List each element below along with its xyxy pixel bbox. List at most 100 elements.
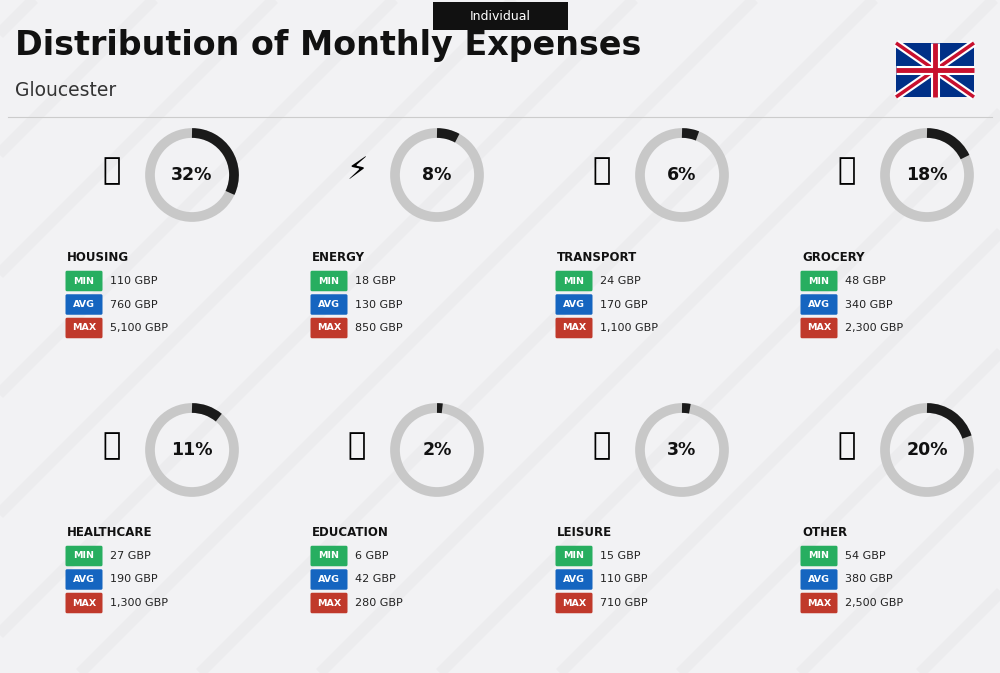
Text: AVG: AVG: [318, 575, 340, 584]
Text: AVG: AVG: [73, 300, 95, 309]
Text: Individual: Individual: [470, 9, 530, 22]
Text: Gloucester: Gloucester: [15, 81, 116, 100]
Text: Distribution of Monthly Expenses: Distribution of Monthly Expenses: [15, 30, 641, 63]
Text: 27 GBP: 27 GBP: [110, 551, 151, 561]
Text: 130 GBP: 130 GBP: [355, 299, 402, 310]
Text: 🏢: 🏢: [103, 157, 121, 186]
Text: 48 GBP: 48 GBP: [845, 276, 886, 286]
FancyBboxPatch shape: [556, 271, 593, 291]
Text: 2,500 GBP: 2,500 GBP: [845, 598, 903, 608]
FancyBboxPatch shape: [310, 546, 348, 566]
FancyBboxPatch shape: [556, 318, 593, 339]
Text: AVG: AVG: [563, 300, 585, 309]
Text: 2,300 GBP: 2,300 GBP: [845, 323, 903, 333]
FancyBboxPatch shape: [432, 2, 568, 30]
Text: AVG: AVG: [318, 300, 340, 309]
Text: ⚡: ⚡: [346, 157, 368, 186]
FancyBboxPatch shape: [800, 318, 837, 339]
Text: 190 GBP: 190 GBP: [110, 575, 158, 584]
Text: 🛒: 🛒: [838, 157, 856, 186]
Text: 2%: 2%: [422, 441, 452, 459]
Text: 💼: 💼: [838, 431, 856, 460]
Text: 5,100 GBP: 5,100 GBP: [110, 323, 168, 333]
FancyBboxPatch shape: [556, 593, 593, 613]
Text: 170 GBP: 170 GBP: [600, 299, 648, 310]
Text: HEALTHCARE: HEALTHCARE: [67, 526, 152, 539]
Text: MIN: MIN: [564, 277, 584, 285]
Text: 24 GBP: 24 GBP: [600, 276, 641, 286]
Text: 3%: 3%: [667, 441, 697, 459]
Text: OTHER: OTHER: [802, 526, 847, 539]
FancyBboxPatch shape: [65, 569, 102, 590]
Text: AVG: AVG: [73, 575, 95, 584]
FancyBboxPatch shape: [65, 271, 102, 291]
Text: 760 GBP: 760 GBP: [110, 299, 158, 310]
Text: 18%: 18%: [906, 166, 948, 184]
Text: 110 GBP: 110 GBP: [600, 575, 648, 584]
FancyBboxPatch shape: [556, 294, 593, 315]
Text: ENERGY: ENERGY: [312, 251, 365, 264]
Text: LEISURE: LEISURE: [557, 526, 612, 539]
Text: MAX: MAX: [807, 598, 831, 608]
Text: 15 GBP: 15 GBP: [600, 551, 640, 561]
FancyBboxPatch shape: [800, 593, 837, 613]
Text: 11%: 11%: [171, 441, 213, 459]
FancyBboxPatch shape: [800, 271, 837, 291]
Text: GROCERY: GROCERY: [802, 251, 864, 264]
Text: 32%: 32%: [171, 166, 213, 184]
Text: MAX: MAX: [807, 324, 831, 332]
Text: AVG: AVG: [808, 300, 830, 309]
Text: MAX: MAX: [72, 324, 96, 332]
FancyBboxPatch shape: [800, 294, 837, 315]
Text: 110 GBP: 110 GBP: [110, 276, 158, 286]
Text: 6 GBP: 6 GBP: [355, 551, 388, 561]
Text: MIN: MIN: [318, 277, 340, 285]
Text: TRANSPORT: TRANSPORT: [557, 251, 637, 264]
Text: 8%: 8%: [422, 166, 452, 184]
Text: MIN: MIN: [808, 551, 830, 561]
Text: EDUCATION: EDUCATION: [312, 526, 389, 539]
FancyBboxPatch shape: [556, 569, 593, 590]
Text: MIN: MIN: [808, 277, 830, 285]
FancyBboxPatch shape: [310, 318, 348, 339]
Text: 20%: 20%: [906, 441, 948, 459]
Text: 42 GBP: 42 GBP: [355, 575, 396, 584]
Text: 850 GBP: 850 GBP: [355, 323, 403, 333]
Text: AVG: AVG: [808, 575, 830, 584]
FancyBboxPatch shape: [65, 294, 102, 315]
Text: MAX: MAX: [562, 324, 586, 332]
FancyBboxPatch shape: [556, 546, 593, 566]
FancyBboxPatch shape: [896, 43, 974, 97]
Text: 🚌: 🚌: [593, 157, 611, 186]
Text: MIN: MIN: [318, 551, 340, 561]
Text: 1,300 GBP: 1,300 GBP: [110, 598, 168, 608]
FancyBboxPatch shape: [65, 546, 102, 566]
FancyBboxPatch shape: [800, 569, 837, 590]
Text: 🏥: 🏥: [103, 431, 121, 460]
Text: 54 GBP: 54 GBP: [845, 551, 886, 561]
Text: HOUSING: HOUSING: [67, 251, 129, 264]
Text: 18 GBP: 18 GBP: [355, 276, 396, 286]
Text: 280 GBP: 280 GBP: [355, 598, 403, 608]
FancyBboxPatch shape: [65, 593, 102, 613]
FancyBboxPatch shape: [800, 546, 837, 566]
FancyBboxPatch shape: [310, 294, 348, 315]
Text: 6%: 6%: [667, 166, 697, 184]
Text: 710 GBP: 710 GBP: [600, 598, 648, 608]
Text: 340 GBP: 340 GBP: [845, 299, 893, 310]
FancyBboxPatch shape: [310, 271, 348, 291]
FancyBboxPatch shape: [310, 593, 348, 613]
FancyBboxPatch shape: [65, 318, 102, 339]
Text: MAX: MAX: [72, 598, 96, 608]
FancyBboxPatch shape: [310, 569, 348, 590]
Text: MAX: MAX: [317, 324, 341, 332]
Text: MIN: MIN: [74, 551, 94, 561]
Text: 380 GBP: 380 GBP: [845, 575, 893, 584]
Text: 🎓: 🎓: [348, 431, 366, 460]
Text: 1,100 GBP: 1,100 GBP: [600, 323, 658, 333]
Text: MAX: MAX: [317, 598, 341, 608]
Text: 🛍️: 🛍️: [593, 431, 611, 460]
Text: MIN: MIN: [564, 551, 584, 561]
Text: MAX: MAX: [562, 598, 586, 608]
Text: MIN: MIN: [74, 277, 94, 285]
